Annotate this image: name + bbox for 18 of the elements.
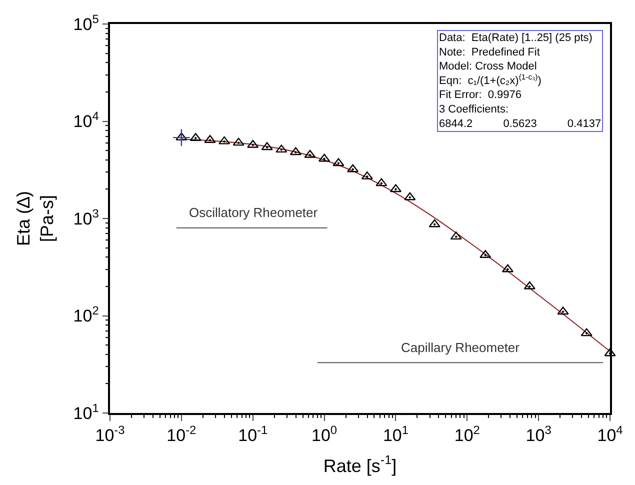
y-tick-label: 10$^{2}$: [73, 304, 100, 326]
x-tick-label: 10$^{3}$: [526, 423, 552, 446]
x-tick-label: 10$^{-2}$: [166, 423, 197, 446]
x-tick-label: 10$^{-1}$: [238, 423, 268, 446]
y-tick-label: 10$^{5}$: [73, 12, 100, 34]
x-tick-label: 10$^{4}$: [597, 423, 624, 446]
annotation: Oscillatory Rheometer: [189, 205, 318, 220]
x-tick-label: 10$^{0}$: [312, 423, 338, 446]
x-tick-label: 10$^{1}$: [382, 423, 409, 446]
y-tick-label: 10$^{3}$: [73, 206, 100, 228]
y-tick-label: 10$^{4}$: [73, 109, 100, 132]
x-axis-title: Rate [s$^{-1}$]: [323, 453, 397, 476]
x-tick-label: 10$^{2}$: [454, 423, 480, 446]
y-tick-label: 10$^{1}$: [73, 400, 100, 423]
x-tick-label: 10$^{-3}$: [95, 423, 126, 446]
text: Data: Eta(Rate) [1..25] (25 pts) Note: Predefined Fit Model: Cross Model Eqn: c₁/(1+(c₂x)$^{(1-c₃)}$) Fit Error: 0.9976 3 Coefficients: 6844.2 0.5623 0.4137: [439, 32, 602, 130]
y-axis-title: Eta (∆) [Pa-s]: [14, 190, 58, 246]
annotation: Capillary Rheometer: [401, 340, 520, 355]
